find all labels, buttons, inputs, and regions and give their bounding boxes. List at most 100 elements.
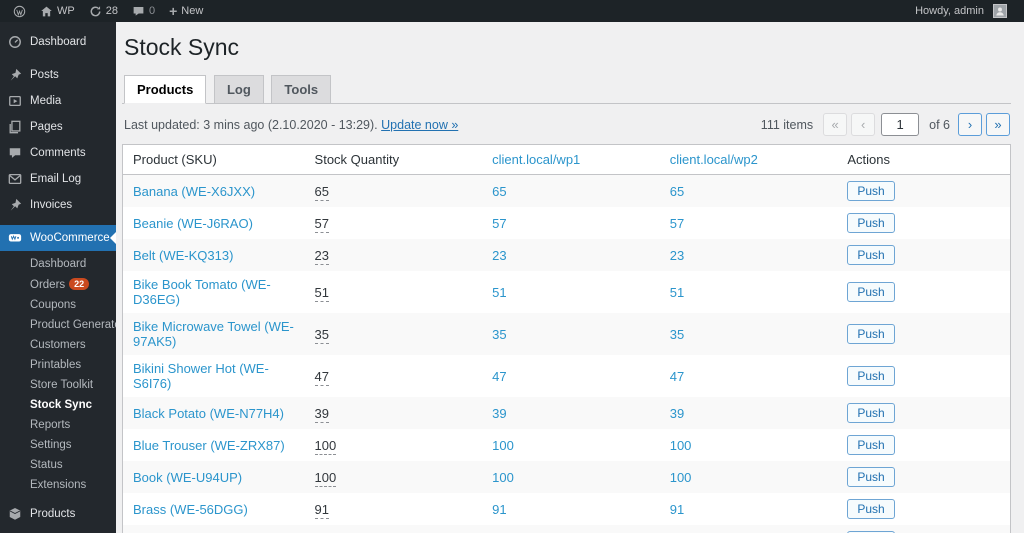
sidebar-item-media[interactable]: Media xyxy=(0,88,116,114)
stock-quantity-editable[interactable]: 57 xyxy=(314,215,329,233)
woocommerce-icon xyxy=(8,231,22,245)
submenu-item-extensions[interactable]: Extensions xyxy=(30,479,87,491)
stock-quantity-editable[interactable]: 91 xyxy=(314,501,329,519)
stock-quantity-editable[interactable]: 39 xyxy=(314,405,329,423)
stock-quantity-editable[interactable]: 65 xyxy=(314,183,329,201)
howdy-menu[interactable]: Howdy, admin xyxy=(908,0,1014,22)
stock-quantity-editable[interactable]: 51 xyxy=(314,284,329,302)
wp1-stock-value[interactable]: 57 xyxy=(492,215,507,231)
push-button[interactable]: Push xyxy=(847,403,895,423)
product-link[interactable]: Bike Book Tomato (WE-D36EG) xyxy=(133,277,271,307)
sidebar-item-comments[interactable]: Comments xyxy=(0,140,116,166)
submenu-item-settings[interactable]: Settings xyxy=(30,439,72,451)
push-button[interactable]: Push xyxy=(847,531,895,533)
wp1-stock-value[interactable]: 65 xyxy=(492,183,507,199)
stock-quantity-editable[interactable]: 35 xyxy=(314,326,329,344)
stock-quantity-editable[interactable]: 23 xyxy=(314,247,329,265)
sidebar-item-dashboard[interactable]: Dashboard xyxy=(0,29,116,55)
submenu-item-store-toolkit[interactable]: Store Toolkit xyxy=(30,379,94,391)
product-link[interactable]: Beanie (WE-J6RAO) xyxy=(133,215,253,231)
wp1-stock-value[interactable]: 35 xyxy=(492,326,507,342)
wp1-stock-value[interactable]: 39 xyxy=(492,405,507,421)
last-page-button[interactable]: » xyxy=(986,113,1010,136)
submenu-item-coupons[interactable]: Coupons xyxy=(30,299,77,311)
tab-products[interactable]: Products xyxy=(124,75,207,104)
wp2-stock-value[interactable]: 57 xyxy=(669,215,685,231)
comments-menu[interactable]: 0 xyxy=(125,0,162,22)
submenu-item-printables[interactable]: Printables xyxy=(30,359,82,371)
push-button[interactable]: Push xyxy=(847,467,895,487)
site-name-menu[interactable]: WP xyxy=(33,0,82,22)
wp2-stock-value[interactable]: 51 xyxy=(669,284,685,300)
current-page-input[interactable] xyxy=(881,113,920,136)
wp1-stock-value[interactable]: 23 xyxy=(492,247,507,263)
first-page-button[interactable]: « xyxy=(823,113,848,136)
new-menu[interactable]: + New xyxy=(162,0,210,22)
next-page-button[interactable]: › xyxy=(958,113,982,136)
product-link[interactable]: Bike Microwave Towel (WE-97AK5) xyxy=(133,319,294,349)
product-link[interactable]: Black Potato (WE-N77H4) xyxy=(133,405,284,421)
submenu-item-status[interactable]: Status xyxy=(30,459,63,471)
wp2-stock-value[interactable]: 35 xyxy=(669,326,685,342)
product-link[interactable]: Brass (WE-56DGG) xyxy=(133,501,248,517)
sidebar-item-posts[interactable]: Posts xyxy=(0,62,116,88)
stock-quantity-editable[interactable]: 100 xyxy=(314,469,337,487)
submenu-item-orders[interactable]: Orders 22 xyxy=(0,274,116,295)
update-now-link[interactable]: Update now » xyxy=(381,117,459,132)
comments-count: 0 xyxy=(148,5,156,17)
wp1-stock-value[interactable]: 91 xyxy=(492,501,507,517)
prev-page-button[interactable]: ‹ xyxy=(851,113,876,136)
product-link[interactable]: Blue Trouser (WE-ZRX87) xyxy=(133,437,285,453)
table-row: Brass (WE-56DGG) 91 91 91 Push xyxy=(123,493,1011,525)
product-link[interactable]: Book (WE-U94UP) xyxy=(133,469,243,485)
submenu-item-dashboard[interactable]: Dashboard xyxy=(30,258,87,270)
wp2-stock-value[interactable]: 91 xyxy=(669,501,685,517)
product-link[interactable]: Banana (WE-X6JXX) xyxy=(133,183,256,199)
submenu-item-stock-sync[interactable]: Stock Sync xyxy=(30,399,92,411)
submenu-item-reports[interactable]: Reports xyxy=(30,419,71,431)
sidebar-item-analytics[interactable]: Analytics xyxy=(0,527,116,533)
sidebar-item-pages[interactable]: Pages xyxy=(0,114,116,140)
stock-quantity-editable[interactable]: 100 xyxy=(314,437,337,455)
tab-log[interactable]: Log xyxy=(213,75,264,104)
push-button[interactable]: Push xyxy=(847,245,895,265)
push-button[interactable]: Push xyxy=(847,324,895,344)
wp-logo-menu[interactable] xyxy=(6,0,33,22)
wp1-stock-value[interactable]: 100 xyxy=(492,437,514,453)
products-box-icon xyxy=(8,507,22,521)
header-site-wp2-link[interactable]: client.local/wp2 xyxy=(659,144,838,175)
wp2-stock-value[interactable]: 100 xyxy=(669,437,692,453)
updates-menu[interactable]: 28 xyxy=(82,0,125,22)
sidebar-item-invoices[interactable]: Invoices xyxy=(0,192,116,218)
wp2-stock-value[interactable]: 100 xyxy=(669,469,692,485)
admin-sidebar: Dashboard Posts Media Pages Comments Ema… xyxy=(0,22,125,533)
push-button[interactable]: Push xyxy=(847,499,895,519)
product-link[interactable]: Bikini Shower Hot (WE-S6I76) xyxy=(133,361,269,391)
sidebar-item-products[interactable]: Products xyxy=(0,501,116,527)
header-site-wp1-link[interactable]: client.local/wp1 xyxy=(482,144,660,175)
comments-bubble-icon xyxy=(133,6,144,16)
sidebar-item-email-log[interactable]: Email Log xyxy=(0,166,116,192)
wp2-stock-value[interactable]: 65 xyxy=(669,183,685,199)
push-button[interactable]: Push xyxy=(847,435,895,455)
push-button[interactable]: Push xyxy=(847,213,895,233)
product-link[interactable]: Belt (WE-KQ313) xyxy=(133,247,234,263)
push-button[interactable]: Push xyxy=(847,282,895,302)
sidebar-item-woocommerce[interactable]: WooCommerce xyxy=(0,225,116,251)
stock-quantity-editable[interactable]: 47 xyxy=(314,368,329,386)
wp1-stock-value[interactable]: 47 xyxy=(492,368,507,384)
submenu-item-product-generator[interactable]: Product Generator xyxy=(30,319,125,331)
table-row: Bike Book Tomato (WE-D36EG) 51 51 51 Pus… xyxy=(123,271,1011,313)
wp2-stock-value[interactable]: 23 xyxy=(669,247,685,263)
wp2-stock-value[interactable]: 39 xyxy=(669,405,685,421)
tab-tools[interactable]: Tools xyxy=(271,75,332,104)
push-button[interactable]: Push xyxy=(847,366,895,386)
wp2-stock-value[interactable]: 47 xyxy=(669,368,685,384)
table-header-row: Product (SKU) Stock Quantity client.loca… xyxy=(122,144,1011,175)
submenu-item-customers[interactable]: Customers xyxy=(30,339,86,351)
push-button[interactable]: Push xyxy=(847,181,895,201)
sidebar-item-label: Invoices xyxy=(30,199,73,211)
wp1-stock-value[interactable]: 100 xyxy=(492,469,514,485)
wp1-stock-value[interactable]: 51 xyxy=(492,284,507,300)
table-row: Bikini Shower Hot (WE-S6I76) 47 47 47 Pu… xyxy=(123,355,1011,397)
